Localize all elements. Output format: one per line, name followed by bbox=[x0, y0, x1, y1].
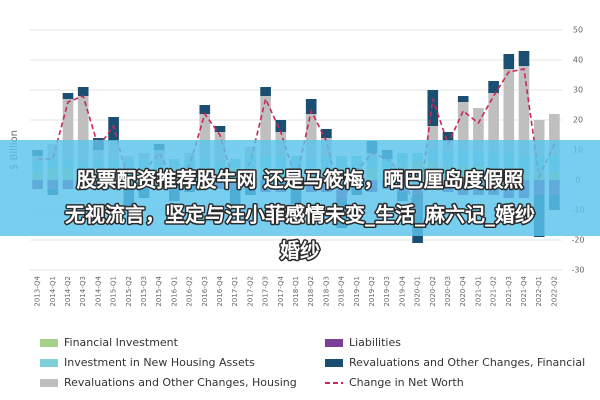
bar bbox=[199, 105, 211, 114]
x-tick-label: 2020-Q1 bbox=[414, 276, 422, 307]
x-tick-label: 2019-Q3 bbox=[383, 276, 391, 307]
legend-label: Investment in New Housing Assets bbox=[64, 356, 255, 369]
x-tick-label: 2020-Q2 bbox=[429, 276, 437, 307]
x-tick-label: 2020-Q3 bbox=[444, 276, 452, 307]
bar bbox=[488, 81, 499, 93]
x-tick-label: 2016-Q1 bbox=[170, 276, 178, 307]
overlay-text: 婚纱 bbox=[280, 239, 320, 263]
bar bbox=[549, 114, 560, 156]
x-tick-label: 2015-Q4 bbox=[155, 275, 163, 306]
bar bbox=[62, 93, 74, 99]
x-tick-label: 2014-Q4 bbox=[94, 275, 102, 306]
x-tick-label: 2016-Q4 bbox=[216, 275, 224, 306]
x-tick-label: 2015-Q1 bbox=[110, 276, 118, 307]
bar bbox=[260, 87, 271, 96]
legend-swatch bbox=[40, 359, 58, 367]
x-tick-label: 2013-Q4 bbox=[34, 275, 42, 306]
x-tick-label: 2019-Q2 bbox=[368, 276, 376, 307]
y-tick-label: 50 bbox=[573, 26, 583, 35]
x-tick-label: 2014-Q3 bbox=[79, 276, 87, 307]
overlay-text: 无视流言，坚定与汪小菲感情未变_生活_麻六记_婚纱 bbox=[65, 203, 535, 227]
bar bbox=[503, 54, 515, 69]
legend-swatch bbox=[325, 339, 343, 347]
bar bbox=[199, 114, 211, 159]
bar bbox=[275, 120, 287, 132]
x-tick-label: 2022-Q1 bbox=[535, 276, 543, 307]
bar bbox=[305, 99, 317, 114]
bar bbox=[77, 96, 89, 162]
bar bbox=[62, 99, 74, 159]
x-tick-label: 2016-Q2 bbox=[186, 276, 194, 307]
x-tick-label: 2014-Q2 bbox=[64, 276, 72, 307]
y-tick-label: 40 bbox=[573, 56, 583, 65]
bar bbox=[457, 102, 469, 150]
x-tick-label: 2021-Q4 bbox=[520, 275, 528, 306]
bar bbox=[321, 129, 332, 138]
x-tick-label: 2018-Q2 bbox=[307, 276, 315, 307]
x-tick-label: 2021-Q1 bbox=[474, 276, 482, 307]
bar bbox=[457, 96, 469, 102]
y-tick-label: 20 bbox=[573, 116, 583, 125]
bar bbox=[488, 93, 499, 153]
legend-label: Liabilities bbox=[349, 336, 401, 349]
bar bbox=[533, 120, 545, 156]
x-tick-label: 2017-Q4 bbox=[277, 275, 285, 306]
y-tick-label: 30 bbox=[573, 86, 583, 95]
x-tick-label: 2018-Q3 bbox=[322, 276, 330, 307]
x-tick-label: 2020-Q4 bbox=[459, 275, 467, 306]
overlay-band bbox=[0, 140, 600, 236]
legend-label: Revaluations and Other Changes, Financia… bbox=[349, 356, 585, 369]
bar bbox=[442, 132, 454, 141]
bar bbox=[503, 69, 515, 153]
x-tick-label: 2017-Q2 bbox=[246, 276, 254, 307]
x-tick-label: 2018-Q1 bbox=[292, 276, 300, 307]
legend-label: Financial Investment bbox=[64, 336, 179, 349]
x-tick-label: 2021-Q3 bbox=[505, 276, 513, 307]
legend-swatch bbox=[40, 379, 58, 387]
bar bbox=[518, 66, 530, 156]
x-tick-label: 2018-Q4 bbox=[338, 275, 346, 306]
legend-label: Revaluations and Other Changes, Housing bbox=[64, 376, 297, 389]
x-tick-label: 2015-Q2 bbox=[125, 276, 133, 307]
x-tick-label: 2021-Q2 bbox=[490, 276, 498, 307]
x-tick-label: 2017-Q3 bbox=[262, 276, 270, 307]
x-tick-label: 2015-Q3 bbox=[140, 276, 148, 307]
legend-swatch bbox=[325, 359, 343, 367]
legend-swatch bbox=[40, 339, 58, 347]
bar bbox=[427, 90, 439, 126]
x-tick-label: 2019-Q4 bbox=[398, 275, 406, 306]
x-tick-label: 2022-Q2 bbox=[550, 276, 558, 307]
y-tick-label: -30 bbox=[571, 266, 584, 275]
legend-label: Change in Net Worth bbox=[349, 376, 464, 389]
bar bbox=[77, 87, 89, 96]
x-tick-label: 2017-Q1 bbox=[231, 276, 239, 307]
x-tick-label: 2019-Q1 bbox=[353, 276, 361, 307]
x-tick-label: 2014-Q1 bbox=[49, 276, 57, 307]
bar bbox=[473, 108, 484, 150]
x-tick-label: 2016-Q3 bbox=[201, 276, 209, 307]
y-tick-label: -20 bbox=[571, 236, 584, 245]
bar bbox=[427, 126, 439, 150]
bar bbox=[260, 96, 271, 156]
bar bbox=[518, 51, 530, 66]
overlay-text: 股票配资推荐股牛网 还是马筱梅，晒巴厘岛度假照 bbox=[77, 168, 524, 192]
bar bbox=[214, 126, 226, 132]
bar bbox=[305, 114, 317, 159]
